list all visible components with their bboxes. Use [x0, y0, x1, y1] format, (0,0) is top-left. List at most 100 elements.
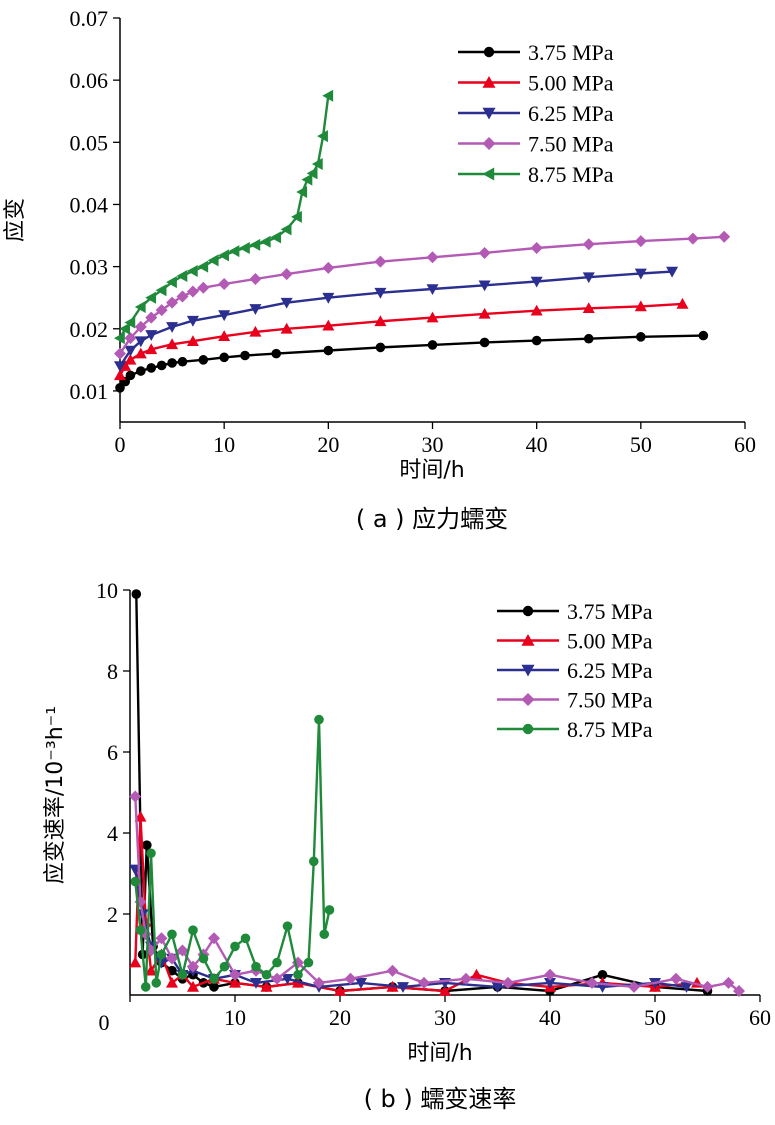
x-tick-label: 0	[115, 432, 126, 457]
x-tick-label: 60	[734, 432, 756, 457]
data-point	[218, 310, 231, 322]
data-point	[478, 280, 491, 292]
data-point	[521, 693, 535, 706]
data-point	[482, 137, 496, 150]
data-point	[155, 304, 168, 317]
data-point	[156, 949, 167, 960]
legend-label: 6.25 MPa	[528, 101, 614, 126]
data-point	[291, 210, 302, 223]
data-point	[166, 338, 179, 350]
data-point	[145, 343, 158, 355]
data-point	[229, 968, 241, 981]
data-point	[186, 335, 199, 346]
series-line	[134, 718, 331, 989]
data-point	[301, 173, 313, 186]
data-point	[478, 307, 491, 319]
data-point	[482, 76, 496, 88]
data-point	[240, 350, 250, 361]
legend-label: 7.50 MPa	[528, 132, 614, 157]
data-point	[134, 336, 147, 348]
data-point	[198, 953, 209, 964]
data-point	[125, 370, 136, 381]
data-point	[270, 231, 282, 244]
data-point	[261, 969, 272, 980]
series-line	[118, 302, 683, 376]
y-tick-label: 0.01	[70, 379, 109, 404]
data-point	[460, 972, 472, 985]
data-point	[114, 369, 126, 381]
series-line	[135, 593, 708, 993]
data-point	[142, 840, 152, 850]
legend-label: 3.75 MPa	[528, 40, 614, 65]
data-point	[145, 964, 157, 976]
data-point	[197, 260, 209, 273]
data-point	[119, 360, 132, 371]
data-point	[586, 976, 598, 989]
data-point	[680, 982, 693, 993]
data-point	[249, 325, 262, 337]
data-point	[176, 944, 189, 957]
legend-item: 3.75 MPa	[458, 40, 614, 65]
data-point	[280, 268, 293, 281]
data-point	[426, 284, 439, 295]
data-point	[208, 932, 220, 945]
data-point	[166, 276, 177, 289]
data-point	[271, 348, 282, 359]
data-point	[186, 285, 199, 298]
data-point	[322, 89, 334, 102]
x-tick-label: 20	[317, 432, 339, 457]
data-point	[628, 980, 640, 993]
y-axis-label: 应变	[3, 198, 28, 242]
data-point	[722, 976, 735, 989]
y-tick-label: 0.02	[70, 317, 109, 342]
data-point	[240, 933, 251, 944]
data-point	[145, 291, 157, 304]
data-point	[130, 876, 141, 887]
data-point	[198, 355, 209, 365]
data-point	[249, 304, 262, 315]
data-point	[129, 790, 142, 803]
data-point	[344, 972, 357, 985]
data-point	[219, 352, 229, 363]
data-point	[134, 301, 146, 314]
series-line	[134, 869, 687, 989]
data-point	[427, 340, 438, 350]
data-point	[251, 961, 261, 972]
data-point	[136, 366, 146, 376]
data-point	[670, 972, 682, 985]
data-point	[426, 251, 439, 264]
data-point	[530, 304, 543, 316]
series-500	[114, 297, 689, 381]
data-point	[280, 223, 292, 236]
data-point	[582, 302, 595, 314]
y-tick-label: 0.06	[70, 68, 109, 93]
data-point	[146, 848, 156, 859]
x-tick-label: 30	[422, 432, 444, 457]
data-point	[176, 290, 189, 303]
data-point	[311, 158, 323, 171]
data-point	[280, 297, 293, 309]
data-point	[114, 347, 126, 360]
data-point	[426, 311, 439, 323]
x-tick-label: 50	[644, 1005, 666, 1030]
legend-label: 3.75 MPa	[567, 599, 653, 624]
data-point	[280, 322, 293, 334]
data-point	[386, 964, 399, 977]
legend: 3.75 MPa 5.00 MPa 6.25 MPa 7.50 MPa 8.75 MPa	[497, 599, 653, 742]
data-point	[530, 241, 543, 254]
data-point	[319, 929, 330, 940]
data-point	[229, 976, 241, 988]
data-point	[582, 238, 595, 251]
y-tick-label: 6	[107, 740, 118, 765]
data-point	[218, 330, 231, 342]
data-point	[131, 589, 142, 599]
data-point	[272, 957, 282, 968]
data-point	[397, 982, 409, 993]
y-tick-label: 0.07	[70, 6, 109, 31]
strain-creep-chart: 0 10 20 30 40 50 60 0.01 0.02 0.03 0.04 0.05 0.06 0.0…	[3, 6, 756, 533]
data-point	[482, 107, 496, 120]
legend-item: 5.00 MPa	[497, 629, 653, 654]
data-point	[718, 230, 731, 243]
data-point	[303, 957, 314, 968]
legend-label: 6.25 MPa	[567, 658, 653, 683]
